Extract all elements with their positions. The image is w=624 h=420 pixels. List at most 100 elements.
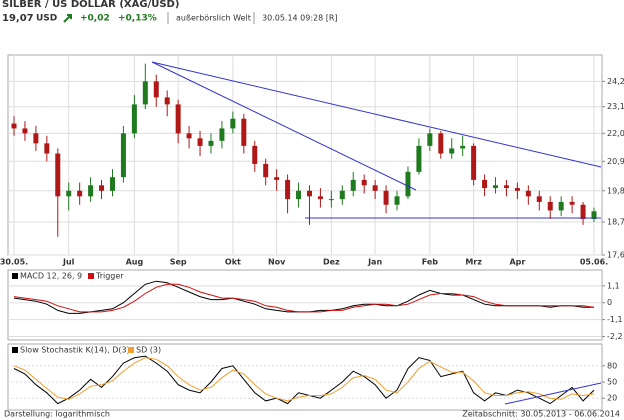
candle-body bbox=[306, 190, 312, 197]
y-tick-label: 20,9 bbox=[607, 157, 624, 166]
panel bbox=[7, 269, 603, 341]
candle-body bbox=[252, 145, 258, 164]
y-tick-label: 50 bbox=[607, 378, 617, 387]
series-line bbox=[13, 283, 595, 313]
candle-body bbox=[383, 190, 389, 205]
candle-body bbox=[296, 190, 302, 200]
series-line bbox=[13, 357, 595, 402]
candle-body bbox=[77, 190, 83, 197]
legend-label: Slow Stochastik K(14), D(3) bbox=[20, 346, 130, 355]
candle-body bbox=[536, 196, 542, 202]
legend-label: Trigger bbox=[95, 272, 124, 281]
candle-body bbox=[350, 179, 356, 191]
candle-body bbox=[449, 148, 455, 154]
candle-body bbox=[405, 171, 411, 197]
price: 19,07 bbox=[2, 13, 34, 24]
candle-body bbox=[547, 201, 553, 211]
series-line bbox=[13, 355, 595, 405]
candle-body bbox=[503, 185, 509, 189]
candle-body bbox=[164, 97, 170, 105]
x-tick-label: Jul bbox=[62, 258, 75, 267]
candle-body bbox=[580, 204, 586, 220]
y-tick-label: 18,7 bbox=[607, 217, 624, 226]
candle-body bbox=[285, 179, 291, 200]
y-tick-label: -1,1 bbox=[607, 315, 623, 324]
y-tick-label: 1,1 bbox=[607, 281, 620, 290]
x-tick-label: Nov bbox=[268, 258, 286, 267]
candle-body bbox=[361, 179, 367, 186]
candle-body bbox=[99, 185, 105, 191]
exchange: außerbörslich Welt bbox=[176, 14, 251, 23]
candle-body bbox=[197, 138, 203, 146]
candle-body bbox=[317, 196, 323, 200]
candle-body bbox=[482, 179, 488, 189]
y-tick-label: 0 bbox=[607, 298, 612, 307]
candle-body bbox=[142, 81, 148, 105]
x-tick-label: Jan bbox=[367, 258, 382, 267]
change-pct: +0,13% bbox=[118, 14, 157, 24]
x-tick-label: Sep bbox=[170, 258, 187, 267]
timestamp: 30.05.14 09:28 [R] bbox=[262, 14, 338, 23]
candle-body bbox=[460, 145, 466, 149]
panel bbox=[7, 343, 603, 411]
trend-lines bbox=[151, 61, 602, 405]
candle-body bbox=[514, 188, 520, 191]
x-tick-label: Dez bbox=[323, 258, 340, 267]
candle-body bbox=[241, 118, 247, 146]
x-tick-label: Mrz bbox=[465, 258, 482, 267]
candle-body bbox=[394, 196, 400, 205]
x-tick-label: Aug bbox=[126, 258, 144, 267]
candle-body bbox=[120, 133, 126, 178]
x-tick-label: 05.06. bbox=[580, 258, 608, 267]
y-tick-label: 17,6 bbox=[607, 251, 624, 260]
x-tick-label: Feb bbox=[422, 258, 439, 267]
y-tick-label: -2,2 bbox=[607, 332, 623, 341]
candle-body bbox=[263, 163, 269, 178]
candle-body bbox=[230, 118, 236, 129]
legend-label: SD (3) bbox=[136, 346, 161, 355]
candle-body bbox=[208, 140, 214, 146]
legend-swatch bbox=[12, 347, 18, 353]
x-tick-label: Okt bbox=[225, 258, 241, 267]
title: SILBER / US DOLLAR (XAG/USD) bbox=[2, 0, 179, 10]
legend-swatch bbox=[88, 273, 94, 279]
candle-body bbox=[493, 185, 499, 189]
change: +0,02 bbox=[80, 14, 110, 24]
candle-body bbox=[44, 143, 50, 154]
x-tick-label: Apr bbox=[509, 258, 525, 267]
candle-body bbox=[55, 153, 61, 197]
candle-body bbox=[88, 185, 94, 197]
candle-body bbox=[558, 201, 564, 211]
trend-line bbox=[151, 61, 417, 191]
candle-body bbox=[66, 190, 72, 197]
candle-body bbox=[339, 190, 345, 200]
footer-display: Darstellung: logarithmisch bbox=[4, 410, 110, 419]
y-tick-label: 19,8 bbox=[607, 186, 624, 195]
candle-body bbox=[328, 199, 334, 201]
panel bbox=[7, 54, 603, 256]
candle-body bbox=[427, 133, 433, 146]
x-tick-label: 30.05. bbox=[0, 258, 28, 267]
y-tick-label: 23,1 bbox=[607, 102, 624, 111]
legend-label: MACD 12, 26, 9 bbox=[20, 272, 82, 281]
candle-body bbox=[22, 128, 28, 134]
trend-line bbox=[504, 382, 602, 405]
y-tick-label: 24,2 bbox=[607, 77, 624, 86]
trend-line bbox=[151, 61, 602, 168]
candle-body bbox=[438, 133, 444, 154]
candle-body bbox=[153, 81, 159, 98]
candle-body bbox=[416, 145, 422, 172]
y-tick-label: 20 bbox=[607, 394, 617, 403]
up-arrow bbox=[63, 14, 72, 23]
plots: 17,6 18,7 19,8 20,9 22,0 23,1 24,2 30.05. Jul Aug… bbox=[0, 54, 624, 411]
candle-body bbox=[471, 145, 477, 180]
footer-period: Zeitabschnitt: 30.05.2013 - 06.06.2014 bbox=[462, 410, 620, 419]
candle-body bbox=[525, 190, 531, 197]
candle-body bbox=[33, 133, 39, 144]
legend-swatch bbox=[128, 347, 134, 353]
candle-body bbox=[569, 201, 575, 205]
legend-swatch bbox=[12, 273, 18, 279]
y-tick-label: 22,0 bbox=[607, 129, 624, 138]
